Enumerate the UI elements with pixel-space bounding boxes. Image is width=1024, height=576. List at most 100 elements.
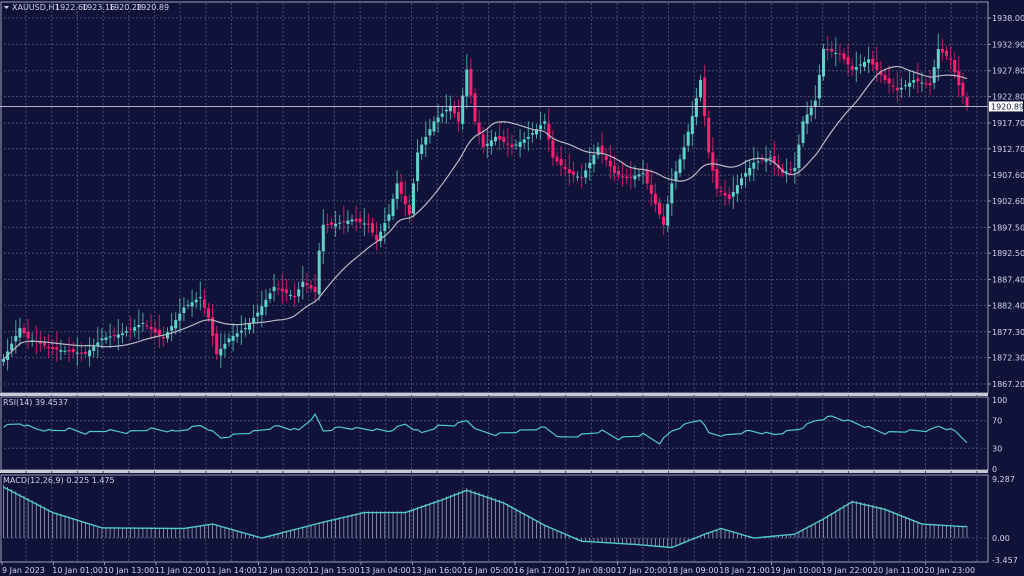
candle-body: [412, 183, 415, 214]
candle-body: [846, 57, 850, 65]
candle-body: [293, 295, 297, 298]
candle-body: [157, 329, 161, 336]
candle-body: [699, 80, 702, 98]
time-label: 16 Jan 17:00: [514, 566, 565, 575]
candle-body: [703, 77, 707, 117]
candle-body: [22, 328, 26, 334]
candle-body: [453, 105, 456, 114]
candle-body: [744, 173, 748, 177]
time-label: 11 Jan 14:00: [206, 566, 257, 575]
candle-body: [211, 317, 215, 336]
time-label: 13 Jan 04:00: [360, 566, 411, 575]
rsi-tick-label: 100: [992, 396, 1007, 405]
ohlc-open: 1922.60: [55, 3, 88, 12]
price-tick-label: 1887.40: [992, 276, 1024, 285]
candle-body: [621, 176, 625, 178]
candle-body: [231, 335, 235, 341]
candle-body: [375, 234, 379, 241]
candle-body: [813, 100, 817, 107]
dropdown-triangle-icon: [4, 6, 9, 9]
price-tick-label: 1907.60: [992, 171, 1024, 180]
candle-body: [252, 317, 256, 323]
candle-body: [174, 319, 178, 329]
candle-body: [666, 204, 670, 226]
candle-body: [166, 332, 169, 339]
time-label: 9 Jan 2023: [2, 566, 45, 575]
candle-body: [908, 82, 912, 87]
candle-body: [407, 204, 411, 215]
candle-body: [637, 174, 641, 177]
candle-body: [645, 170, 649, 184]
candle-body: [489, 140, 493, 147]
candle-body: [190, 302, 194, 307]
candle-body: [526, 136, 530, 139]
candle-body: [403, 196, 407, 205]
last-price-label: 1920.89: [991, 102, 1024, 111]
time-label: 18 Jan 21:00: [719, 566, 770, 575]
candle-body: [120, 333, 124, 336]
time-label: 12 Jan 03:00: [258, 566, 309, 575]
candle-body: [801, 121, 805, 144]
rsi-label: RSI(14) 39.4537: [3, 398, 68, 407]
candle-body: [674, 171, 678, 182]
time-label: 18 Jan 09:00: [668, 566, 719, 575]
candle-body: [580, 177, 584, 179]
candle-body: [116, 334, 120, 338]
candle-body: [55, 347, 59, 350]
candle-body: [186, 304, 190, 306]
candle-body: [510, 144, 514, 148]
candle-body: [444, 109, 448, 112]
candle-body: [219, 348, 223, 356]
price-tick-label: 1867.20: [992, 380, 1024, 389]
candle-body: [961, 82, 965, 96]
candle-body: [731, 192, 735, 197]
candle-body: [399, 181, 403, 194]
rsi-tick-label: 70: [992, 417, 1002, 426]
candle-body: [38, 341, 42, 344]
candle-body: [297, 289, 301, 297]
time-label: 20 Jan 23:00: [924, 566, 975, 575]
candle-body: [182, 307, 186, 313]
candle-body: [391, 198, 395, 216]
price-tick-label: 1912.70: [992, 145, 1024, 154]
candle-body: [96, 342, 100, 346]
candle-body: [18, 328, 22, 338]
candle-body: [346, 220, 350, 225]
candle-body: [789, 169, 793, 171]
time-label: 19 Jan 22:00: [822, 566, 873, 575]
candle-body: [137, 325, 141, 328]
candle-body: [752, 162, 756, 169]
candle-body: [682, 147, 686, 160]
candle-body: [43, 341, 46, 346]
candle-body: [686, 131, 690, 146]
candle-body: [170, 326, 174, 331]
time-label: 19 Jan 10:00: [771, 566, 822, 575]
candle-body: [936, 49, 940, 69]
candle-body: [920, 82, 924, 84]
candle-body: [817, 74, 821, 99]
candle-body: [571, 171, 575, 175]
rsi-line: [3, 412, 968, 445]
candle-body: [633, 175, 637, 180]
time-label: 10 Jan 13:00: [104, 566, 155, 575]
candle-body: [940, 49, 944, 53]
candle-body: [178, 313, 182, 321]
candle-body: [256, 312, 260, 317]
candle-body: [481, 134, 485, 148]
candle-body: [912, 80, 916, 83]
candle-body: [567, 169, 571, 174]
candle-body: [871, 58, 875, 65]
candle-body: [289, 295, 292, 297]
candle-body: [953, 60, 957, 73]
time-label: 13 Jan 16:00: [411, 566, 462, 575]
candle-body: [760, 159, 764, 161]
candle-body: [895, 87, 899, 91]
candle-body: [735, 185, 739, 194]
price-tick-label: 1927.80: [992, 67, 1024, 76]
candle-body: [867, 59, 871, 63]
candle-body: [92, 346, 96, 351]
candle-body: [84, 351, 87, 355]
candle-body: [461, 95, 465, 124]
